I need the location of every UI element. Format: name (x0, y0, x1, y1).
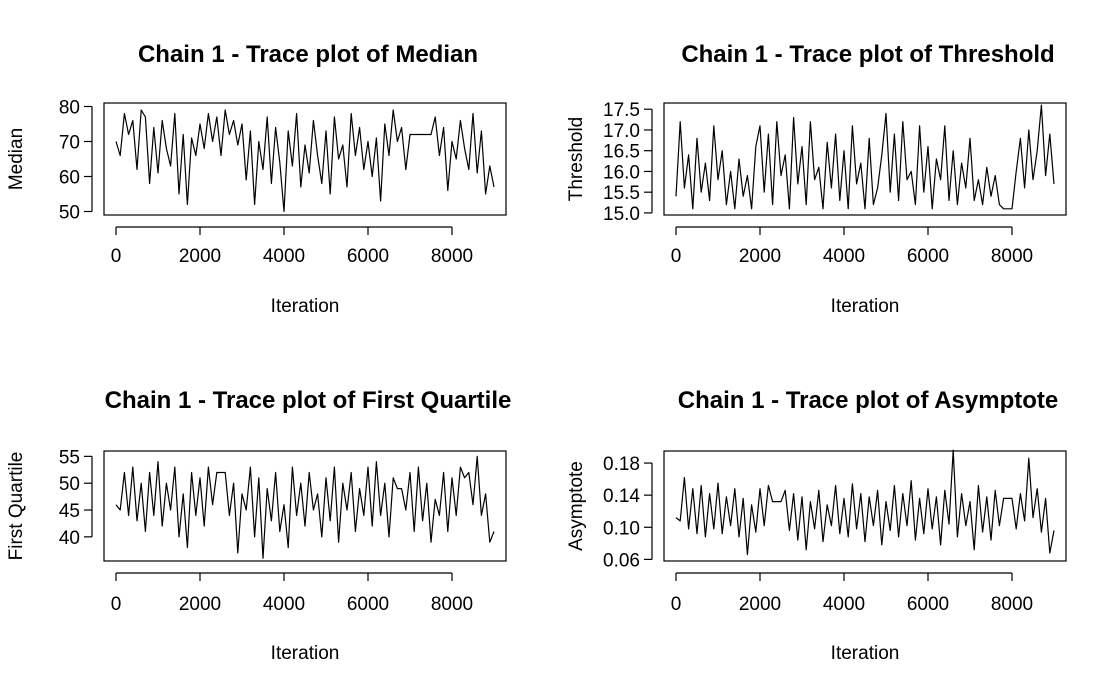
x-tick-label: 6000 (907, 594, 949, 615)
x-tick-label: 6000 (907, 246, 949, 267)
x-tick-label: 0 (671, 246, 682, 267)
y-tick-label: 15.5 (603, 183, 640, 204)
x-axis-label: Iteration (271, 296, 340, 317)
x-tick-label: 2000 (179, 246, 221, 267)
y-axis-label: Threshold (566, 117, 587, 202)
plot-frame (663, 102, 1067, 216)
trace-line (675, 104, 1055, 210)
x-tick-label: 6000 (347, 246, 389, 267)
y-tick-label: 50 (59, 203, 80, 224)
plot-frame (663, 450, 1067, 562)
plot-title: Chain 1 - Trace plot of First Quartile (105, 387, 512, 414)
x-tick-label: 0 (111, 246, 122, 267)
y-tick-label: 45 (59, 501, 80, 522)
panel-4: Chain 1 - Trace plot of Asymptote 0 2000 40… (566, 387, 1067, 664)
y-tick-label: 40 (59, 528, 80, 549)
y-tick-label: 15.0 (603, 204, 640, 225)
y-tick-label: 0.14 (603, 486, 640, 507)
x-axis-label: Iteration (831, 643, 900, 664)
x-tick-label: 0 (671, 594, 682, 615)
plot-title: Chain 1 - Trace plot of Median (138, 41, 478, 68)
plot-frame (103, 102, 507, 216)
x-tick-label: 2000 (179, 594, 221, 615)
plot-title: Chain 1 - Trace plot of Threshold (681, 41, 1054, 68)
y-tick-label: 70 (59, 133, 80, 154)
panel-1: Chain 1 - Trace plot of Median 0 2000 4000 6… (6, 41, 507, 317)
y-axis-label: Median (6, 128, 27, 190)
y-tick-label: 0.06 (603, 550, 640, 571)
x-tick-label: 8000 (991, 594, 1033, 615)
x-tick-label: 2000 (739, 594, 781, 615)
panel-3: Chain 1 - Trace plot of First Quartile 0 2… (6, 387, 511, 664)
panel-2: Chain 1 - Trace plot of Threshold 0 2000 40… (566, 41, 1067, 317)
trace-line (675, 449, 1055, 556)
y-tick-label: 55 (59, 447, 80, 468)
x-tick-label: 6000 (347, 594, 389, 615)
x-tick-label: 4000 (823, 594, 865, 615)
y-tick-label: 0.18 (603, 454, 640, 475)
y-tick-label: 16.5 (603, 142, 640, 163)
x-tick-label: 2000 (739, 246, 781, 267)
plot-frame (103, 450, 507, 562)
y-tick-label: 0.10 (603, 518, 640, 539)
y-tick-label: 17.5 (603, 100, 640, 121)
y-tick-label: 17.0 (603, 121, 640, 142)
x-axis-label: Iteration (831, 296, 900, 317)
x-tick-label: 8000 (991, 246, 1033, 267)
y-tick-label: 60 (59, 168, 80, 189)
trace-line (115, 109, 495, 213)
y-tick-label: 16.0 (603, 162, 640, 183)
y-tick-label: 50 (59, 474, 80, 495)
x-tick-label: 8000 (431, 594, 473, 615)
y-axis-label: Asymptote (566, 461, 587, 551)
x-tick-label: 0 (111, 594, 122, 615)
y-axis-label: First Quartile (6, 452, 27, 561)
x-tick-label: 4000 (263, 594, 305, 615)
trace-line (115, 455, 495, 559)
y-tick-label: 80 (59, 98, 80, 119)
x-axis-label: Iteration (271, 643, 340, 664)
x-tick-label: 4000 (823, 246, 865, 267)
x-tick-label: 8000 (431, 246, 473, 267)
plot-title: Chain 1 - Trace plot of Asymptote (678, 387, 1059, 414)
x-tick-label: 4000 (263, 246, 305, 267)
